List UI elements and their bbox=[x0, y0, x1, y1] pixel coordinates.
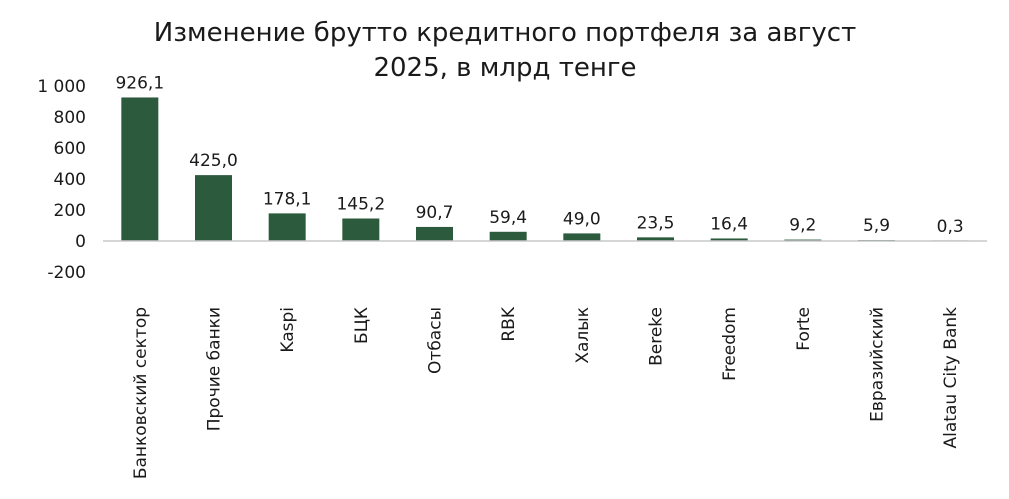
y-tick-label: -200 bbox=[47, 263, 86, 283]
category-label: RBK bbox=[499, 306, 519, 341]
category-label: Халык bbox=[573, 307, 593, 364]
y-tick-label: 200 bbox=[54, 201, 86, 221]
bar bbox=[342, 218, 380, 241]
category-label: Банковский сектор bbox=[131, 307, 151, 479]
category-label: Евразийский bbox=[868, 307, 888, 422]
y-tick-label: 400 bbox=[54, 170, 86, 190]
category-label: Alatau City Bank bbox=[941, 307, 961, 449]
bar bbox=[268, 213, 306, 241]
bars-group bbox=[121, 97, 969, 241]
category-label: Forte bbox=[794, 307, 814, 351]
y-tick-label: 1 000 bbox=[37, 77, 86, 97]
y-tick-label: 0 bbox=[75, 232, 86, 252]
value-label: 49,0 bbox=[563, 209, 601, 229]
value-labels-group: 926,1 425,0 178,1 145,2 90,7 59,4 49,0 23,5 16,4… bbox=[115, 73, 963, 236]
y-tick-label: 600 bbox=[54, 139, 86, 159]
value-label: 16,4 bbox=[710, 214, 748, 234]
bar bbox=[489, 231, 527, 241]
value-label: 145,2 bbox=[336, 194, 385, 214]
value-label: 0,3 bbox=[937, 217, 964, 237]
value-label: 90,7 bbox=[416, 203, 454, 223]
bar bbox=[416, 226, 453, 241]
bar bbox=[195, 175, 232, 241]
category-label: Kaspi bbox=[278, 307, 298, 353]
category-label: Прочие банки bbox=[205, 307, 225, 431]
value-label: 178,1 bbox=[263, 189, 312, 209]
chart-title-line-2: 2025, в млрд тенге bbox=[373, 53, 636, 83]
category-label: Freedom bbox=[720, 307, 740, 381]
value-label: 59,4 bbox=[489, 208, 527, 228]
y-axis-ticks: 1 000 800 600 400 200 0 -200 bbox=[37, 77, 86, 283]
category-labels-group: Банковский сектор Прочие банки Kaspi БЦК Отб… bbox=[131, 306, 961, 479]
y-tick-label: 800 bbox=[54, 108, 86, 128]
category-label: Bereke bbox=[647, 307, 667, 366]
value-label: 425,0 bbox=[189, 151, 238, 171]
value-label: 5,9 bbox=[863, 216, 890, 236]
category-label: Отбасы bbox=[426, 307, 446, 374]
bar bbox=[121, 97, 159, 241]
value-label: 9,2 bbox=[789, 216, 816, 236]
chart-title-line-1: Изменение брутто кредитного портфеля за … bbox=[154, 18, 856, 48]
bar bbox=[563, 233, 601, 241]
value-label: 926,1 bbox=[115, 73, 164, 93]
category-label: БЦК bbox=[352, 307, 372, 344]
value-label: 23,5 bbox=[637, 213, 675, 233]
bar bbox=[637, 237, 674, 241]
bar bbox=[710, 238, 748, 241]
